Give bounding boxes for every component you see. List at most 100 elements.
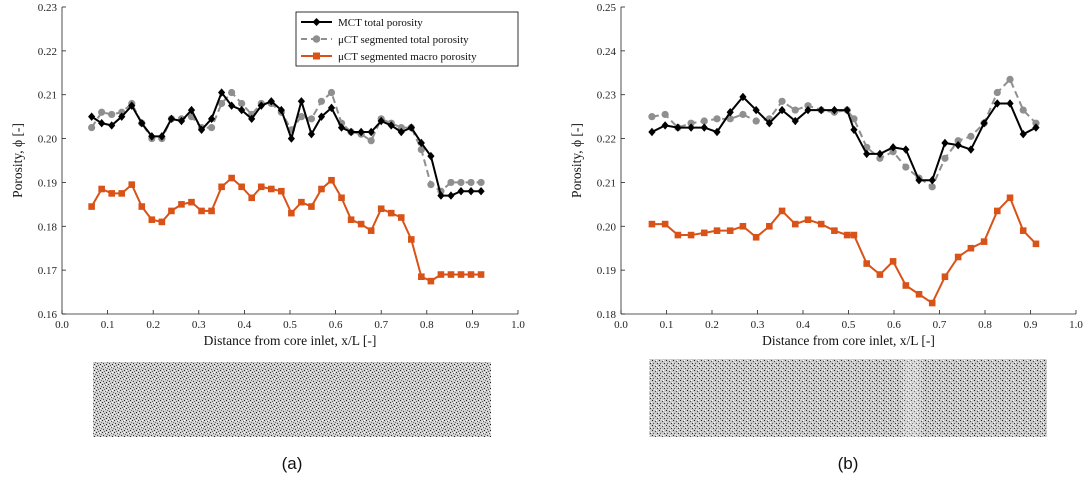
data-point-diamond — [377, 116, 385, 126]
x-tick-label: 0.7 — [374, 319, 388, 331]
data-point-square — [876, 271, 884, 278]
data-point-diamond — [108, 121, 116, 130]
data-point-square — [328, 176, 335, 184]
data-point-circle — [889, 148, 897, 156]
data-point-square — [148, 216, 156, 224]
data-point-diamond — [218, 88, 226, 97]
data-point-diamond — [207, 114, 216, 124]
data-point-diamond — [687, 123, 695, 132]
data-point-square — [397, 214, 405, 221]
data-point-square — [158, 218, 166, 226]
data-point-circle — [648, 113, 656, 121]
y-tick-label: 0.18 — [38, 221, 58, 233]
data-point-square — [778, 207, 786, 215]
data-point-diamond — [661, 121, 669, 130]
data-point-square — [248, 194, 255, 202]
legend: MCT total porosity μCT segmented total p… — [295, 11, 519, 67]
panel-label-a: (a) — [282, 454, 303, 473]
data-point-diamond — [467, 187, 475, 196]
legend-label-uct-macro: μCT segmented macro porosity — [338, 51, 477, 63]
y-tick-label: 0.17 — [38, 265, 58, 277]
data-point-circle — [307, 115, 316, 123]
data-point-diamond — [928, 176, 936, 185]
data-point-diamond — [477, 187, 485, 196]
data-point-circle — [228, 88, 236, 97]
data-point-circle — [417, 145, 425, 154]
data-point-square — [1006, 194, 1014, 202]
y-tick-label: 0.22 — [38, 46, 57, 58]
x-tick-label: 1.0 — [1069, 319, 1083, 331]
series-line-square — [90, 176, 482, 283]
data-point-square — [168, 207, 175, 215]
x-tick-label: 0.5 — [842, 319, 856, 331]
data-point-square — [238, 183, 245, 191]
data-point-circle — [739, 110, 747, 119]
y-tick-label: 0.21 — [597, 177, 616, 189]
data-point-diamond — [941, 138, 949, 148]
data-point-square — [338, 194, 345, 202]
x-tick-label: 0.1 — [660, 319, 674, 331]
data-point-square — [418, 273, 425, 281]
data-point-diamond — [889, 143, 897, 152]
data-point-diamond — [863, 149, 871, 159]
data-point-diamond — [1032, 123, 1040, 132]
data-point-diamond — [297, 97, 305, 106]
data-point-square — [941, 273, 949, 281]
data-point-diamond — [700, 123, 708, 132]
data-point-circle — [108, 110, 116, 119]
x-tick-label: 0.8 — [978, 319, 992, 331]
data-point-diamond — [337, 123, 346, 132]
x-tick-label: 1.0 — [511, 319, 525, 331]
data-point-square — [467, 271, 475, 278]
data-point-diamond — [238, 105, 246, 115]
data-point-circle — [850, 115, 858, 123]
data-point-diamond — [843, 105, 851, 115]
data-point-square — [648, 220, 656, 228]
data-point-square — [477, 271, 485, 278]
data-point-diamond — [347, 127, 355, 137]
data-point-circle — [791, 106, 799, 114]
x-tick-label: 0.9 — [466, 319, 480, 331]
data-point-square — [447, 271, 455, 278]
data-point-square — [278, 187, 285, 195]
series-line-square — [651, 195, 1037, 305]
data-point-square — [661, 220, 669, 228]
data-point-circle — [993, 88, 1001, 97]
ct-slice-light-band — [903, 359, 921, 437]
y-axis-label: Porosity, ϕ [-] — [569, 123, 584, 198]
data-point-diamond — [327, 103, 336, 113]
panel-b: 0.0 0.1 0.2 0.3 0.4 0.5 0.6 0.7 0.8 0.9 1.0 0.18 0.1… — [569, 2, 1083, 473]
data-point-square — [228, 174, 235, 182]
data-point-square — [791, 220, 799, 228]
data-point-diamond — [187, 105, 196, 115]
x-tick-label: 0.7 — [933, 319, 947, 331]
data-point-circle — [238, 99, 246, 108]
data-point-square — [700, 229, 708, 237]
data-point-square — [726, 227, 734, 234]
data-point-square — [427, 277, 435, 285]
data-point-square — [980, 238, 988, 245]
data-point-diamond — [830, 105, 838, 115]
legend-entry-uct-total: μCT segmented total porosity — [301, 34, 469, 46]
data-point-circle — [88, 124, 96, 132]
data-point-square — [902, 282, 910, 289]
data-point-diamond — [407, 123, 415, 132]
data-point-diamond — [307, 129, 316, 139]
data-point-diamond — [248, 114, 256, 124]
data-point-diamond — [1006, 99, 1014, 108]
data-point-circle — [778, 97, 786, 105]
data-point-circle — [98, 108, 106, 116]
data-point-circle — [661, 110, 669, 119]
data-point-square — [118, 190, 126, 197]
y-axis-label: Porosity, ϕ [-] — [10, 123, 25, 198]
data-point-square — [377, 205, 385, 213]
data-point-circle — [752, 117, 760, 125]
x-tick-label: 0.2 — [705, 319, 719, 331]
data-point-circle — [367, 137, 375, 145]
data-point-circle — [967, 132, 975, 140]
y-tick-label: 0.20 — [38, 134, 58, 146]
data-point-diamond — [427, 151, 435, 161]
data-point-diamond — [980, 119, 988, 128]
data-point-diamond — [648, 127, 656, 137]
